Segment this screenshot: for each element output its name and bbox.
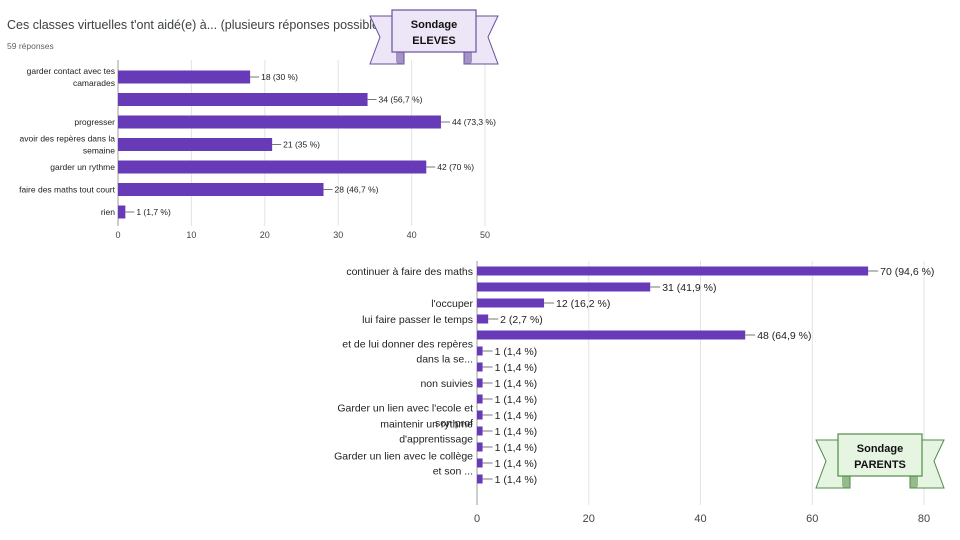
banner-eleves-fold-left xyxy=(396,50,404,64)
chart-eleves-value-label: 1 (1,7 %) xyxy=(136,207,171,217)
chart-eleves-bar xyxy=(118,183,324,196)
banner-eleves-fold-right xyxy=(464,50,472,64)
chart-eleves-category-label: rien xyxy=(101,207,115,217)
chart-parents-bar xyxy=(477,442,483,452)
chart-parents-value-label: 1 (1,4 %) xyxy=(495,442,538,454)
chart-eleves-bar xyxy=(118,70,251,84)
chart-parents-category-label: d'apprentissage xyxy=(399,433,473,445)
banner-eleves-line2: ELEVES xyxy=(412,35,455,47)
chart-eleves-bar xyxy=(118,205,126,219)
chart-parents-category-label: lui faire passer le temps xyxy=(362,314,473,326)
chart-parents-x-tick-label: 0 xyxy=(474,513,480,525)
chart-parents-bar xyxy=(477,298,545,308)
chart-parents-value-label: 2 (2,7 %) xyxy=(500,314,543,326)
chart-parents-category-label: non suivies xyxy=(420,378,473,390)
chart-eleves-title: Ces classes virtuelles t'ont aidé(e) à..… xyxy=(7,18,389,32)
chart-parents-bar xyxy=(477,346,483,356)
chart-eleves-value-label: 44 (73,3 %) xyxy=(452,117,496,127)
chart-parents-value-label: 1 (1,4 %) xyxy=(495,346,538,358)
chart-parents-category-label: l'occuper xyxy=(431,298,473,310)
banner-parents-line2: PARENTS xyxy=(854,459,906,471)
chart-parents-bar xyxy=(477,266,869,276)
chart-eleves-x-tick-label: 30 xyxy=(333,230,343,240)
chart-parents-value-label: 31 (41,9 %) xyxy=(662,282,716,294)
chart-eleves-category-label: garder un rythme xyxy=(50,162,115,172)
chart-parents-bar xyxy=(477,426,483,436)
chart-parents-bar xyxy=(477,362,483,372)
chart-parents-value-label: 1 (1,4 %) xyxy=(495,362,538,374)
chart-parents-x-tick-label: 20 xyxy=(583,513,595,525)
chart-eleves-bar xyxy=(118,93,368,106)
chart-eleves-category-label: faire des maths tout court xyxy=(19,185,116,195)
chart-parents-value-label: 70 (94,6 %) xyxy=(880,266,934,278)
chart-parents-bar xyxy=(477,458,483,468)
chart-parents-value-label: 1 (1,4 %) xyxy=(495,378,538,390)
chart-parents-value-label: 1 (1,4 %) xyxy=(495,410,538,422)
chart-parents: 0 20 40 60 80 70 (94,6 %) continuer à faire de… xyxy=(334,261,934,525)
chart-parents-category-label: Garder un lien avec l'ecole et xyxy=(337,402,473,414)
chart-parents-x-tick-label: 80 xyxy=(918,513,930,525)
chart-parents-bar xyxy=(477,314,489,324)
chart-parents-value-label: 1 (1,4 %) xyxy=(495,458,538,470)
chart-eleves-category-label: progresser xyxy=(74,117,115,127)
chart-parents-bar xyxy=(477,410,483,420)
chart-eleves-x-tick-label: 10 xyxy=(186,230,196,240)
chart-parents-category-label: son prof xyxy=(435,417,473,429)
chart-parents-value-label: 48 (64,9 %) xyxy=(757,330,811,342)
chart-parents-category-label: maintenir un rythme xyxy=(380,418,473,430)
chart-eleves: 0 10 20 30 40 50 18 (30 %) garder contact avec … xyxy=(19,60,496,240)
banner-parents: Sondage PARENTS xyxy=(815,433,945,489)
chart-eleves-category-label: semaine xyxy=(83,146,115,156)
banner-parents-fold-right xyxy=(910,474,918,488)
chart-eleves-category-label: avoir des repères dans la xyxy=(20,134,116,144)
banner-eleves-line1: Sondage xyxy=(411,19,457,31)
chart-parents-category-label: et son ... xyxy=(433,465,473,477)
chart-parents-value-label: 1 (1,4 %) xyxy=(495,426,538,438)
chart-eleves-value-label: 42 (70 %) xyxy=(437,162,474,172)
chart-parents-bar xyxy=(477,378,483,388)
chart-parents-category-label: dans la se... xyxy=(416,353,473,365)
chart-eleves-bar xyxy=(118,138,273,151)
chart-parents-category-label: continuer à faire des maths xyxy=(346,266,473,278)
chart-eleves-response-count: 59 réponses xyxy=(7,41,54,51)
chart-eleves-x-tick-label: 50 xyxy=(480,230,490,240)
banner-eleves: Sondage ELEVES xyxy=(369,9,499,65)
chart-parents-category-label: et de lui donner des repères xyxy=(342,338,473,350)
banner-parents-fold-left xyxy=(842,474,850,488)
banner-eleves-panel xyxy=(391,9,477,53)
chart-eleves-category-label: garder contact avec tes xyxy=(27,66,115,76)
chart-eleves-value-label: 18 (30 %) xyxy=(261,72,298,82)
chart-parents-bar xyxy=(477,282,651,292)
chart-parents-x-tick-label: 60 xyxy=(806,513,818,525)
chart-eleves-x-tick-label: 0 xyxy=(115,230,120,240)
chart-eleves-value-label: 21 (35 %) xyxy=(283,140,320,150)
chart-parents-category-label: Garder un lien avec le collège xyxy=(334,450,473,462)
chart-parents-value-label: 1 (1,4 %) xyxy=(495,394,538,406)
chart-parents-value-label: 1 (1,4 %) xyxy=(495,474,538,486)
chart-parents-bar xyxy=(477,330,746,340)
banner-parents-line1: Sondage xyxy=(857,443,903,455)
chart-parents-x-tick-label: 40 xyxy=(694,513,706,525)
chart-parents-value-label: 12 (16,2 %) xyxy=(556,298,610,310)
chart-eleves-value-label: 34 (56,7 %) xyxy=(379,95,423,105)
chart-eleves-x-tick-label: 20 xyxy=(260,230,270,240)
banner-parents-panel xyxy=(837,433,923,477)
chart-eleves-category-label: camarades xyxy=(73,78,115,88)
chart-eleves-bar xyxy=(118,160,427,174)
chart-eleves-bar xyxy=(118,115,441,129)
chart-eleves-value-label: 28 (46,7 %) xyxy=(335,185,379,195)
chart-parents-bar xyxy=(477,474,483,484)
chart-parents-bar xyxy=(477,394,483,404)
chart-eleves-x-tick-label: 40 xyxy=(407,230,417,240)
